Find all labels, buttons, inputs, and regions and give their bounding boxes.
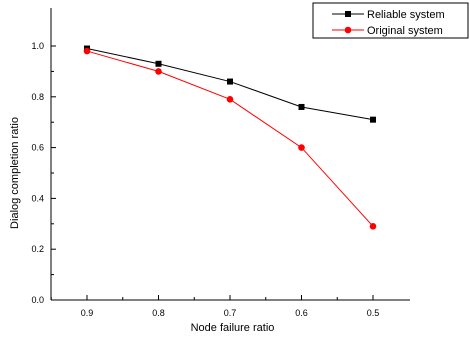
legend-marker-circle	[344, 26, 352, 34]
legend-label-1: Original system	[367, 25, 443, 37]
data-point-circle	[155, 68, 162, 75]
y-tick-label: 0.4	[31, 193, 44, 203]
y-axis-label: Dialog completion ratio	[9, 117, 21, 229]
y-tick-label: 0.2	[31, 244, 44, 254]
x-tick-label: 0.9	[81, 308, 94, 318]
y-tick-label: 0.0	[31, 295, 44, 305]
data-point-circle	[226, 96, 234, 103]
ticks: 0.0 0.2 0.4 0.6 0.8 1.0 0.9 0.8 0.7 0.6 0.5	[31, 41, 379, 318]
data-point-circle	[369, 223, 377, 230]
legend-label-0: Reliable system	[367, 9, 445, 21]
data-point-square	[227, 78, 233, 85]
data-point-square	[155, 60, 162, 67]
series-line-1	[86, 50, 374, 227]
x-tick-label: 0.5	[367, 308, 380, 318]
y-tick-label: 0.6	[31, 143, 44, 153]
x-tick-label: 0.7	[224, 308, 237, 318]
data-point-square	[298, 103, 305, 110]
series-group	[83, 45, 377, 230]
y-tick-label: 0.8	[31, 92, 44, 102]
legend-marker-square	[345, 11, 351, 17]
x-tick-label: 0.8	[152, 308, 165, 318]
axes	[50, 8, 410, 301]
x-axis-label: Node failure ratio	[191, 322, 275, 334]
y-tick-label: 1.0	[31, 41, 44, 51]
legend-box	[312, 2, 469, 39]
x-tick-label: 0.6	[295, 308, 308, 318]
data-point-circle	[298, 144, 305, 151]
data-point-circle	[83, 47, 91, 55]
legend: Reliable system Original system	[312, 2, 469, 39]
data-point-square	[370, 116, 376, 123]
